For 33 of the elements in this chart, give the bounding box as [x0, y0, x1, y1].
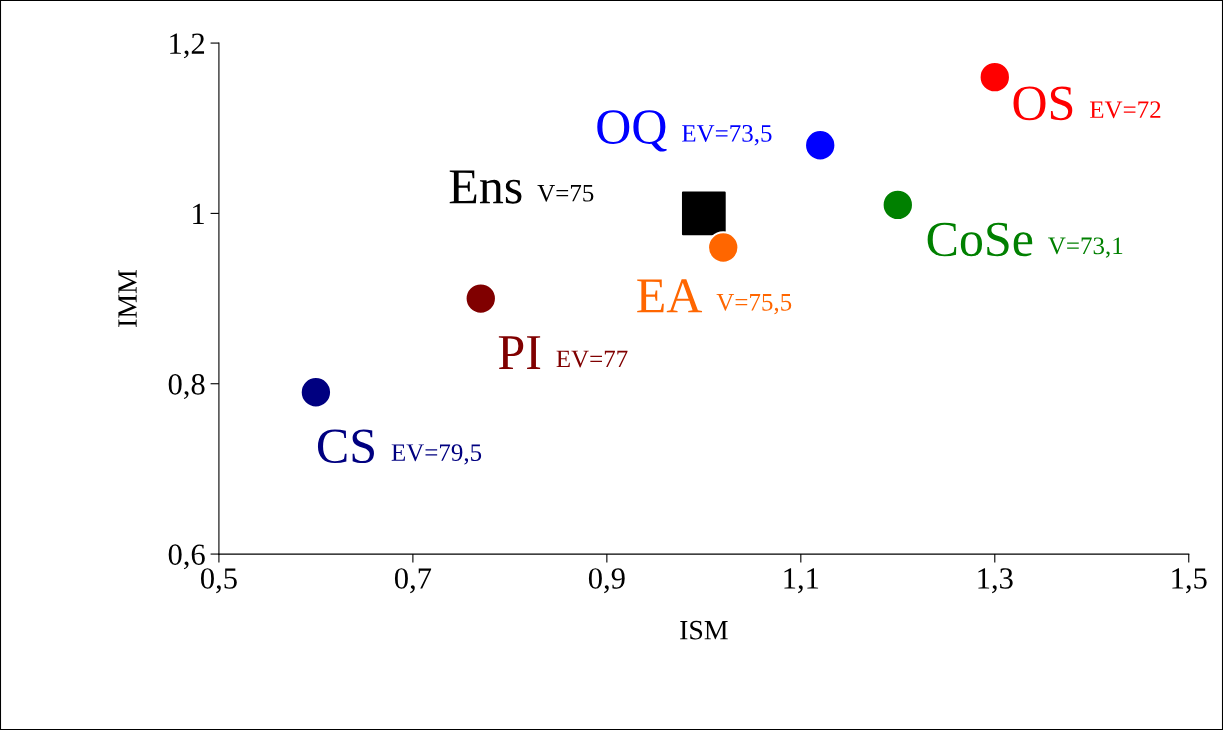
x-axis-title: ISM	[680, 620, 728, 640]
y-tick-label: 0,6	[168, 544, 205, 570]
text: Ens	[449, 170, 522, 204]
y-tick-label: 1	[193, 203, 204, 224]
annotation: EV=73,5	[682, 125, 772, 146]
annotation: V=75,5	[716, 294, 792, 315]
x-tick-label: 0,7	[394, 568, 432, 594]
annotation: V=75	[537, 184, 594, 202]
point	[881, 188, 915, 222]
x-tick-label: 1,1	[784, 568, 819, 594]
series-label: OS	[1013, 86, 1073, 121]
series-label: EA	[637, 279, 703, 313]
annotation: EV=77	[556, 350, 628, 368]
annotation: V=73,1	[1048, 237, 1123, 258]
point	[706, 231, 740, 264]
y-axis-title: IMM	[118, 270, 137, 327]
annotation: EV=79,5	[391, 444, 482, 465]
point	[299, 376, 333, 409]
point	[803, 129, 837, 162]
text: OQ	[597, 110, 667, 152]
x-tick-label: 0,5	[200, 568, 237, 594]
series-label: PI	[498, 336, 541, 369]
x-tick-label: 1,5	[1172, 568, 1207, 594]
series-label: CoSe	[927, 222, 1033, 257]
point	[978, 60, 1012, 94]
y-tick-label: 1,2	[170, 33, 205, 59]
x-tick-label: 0,9	[588, 568, 625, 594]
point	[681, 191, 726, 236]
y-tick-label: 0,8	[168, 374, 205, 400]
point	[464, 282, 498, 315]
x-tick-label: 1,3	[978, 568, 1013, 594]
series-label: CS	[317, 429, 374, 464]
annotation: EV=72	[1089, 101, 1161, 119]
